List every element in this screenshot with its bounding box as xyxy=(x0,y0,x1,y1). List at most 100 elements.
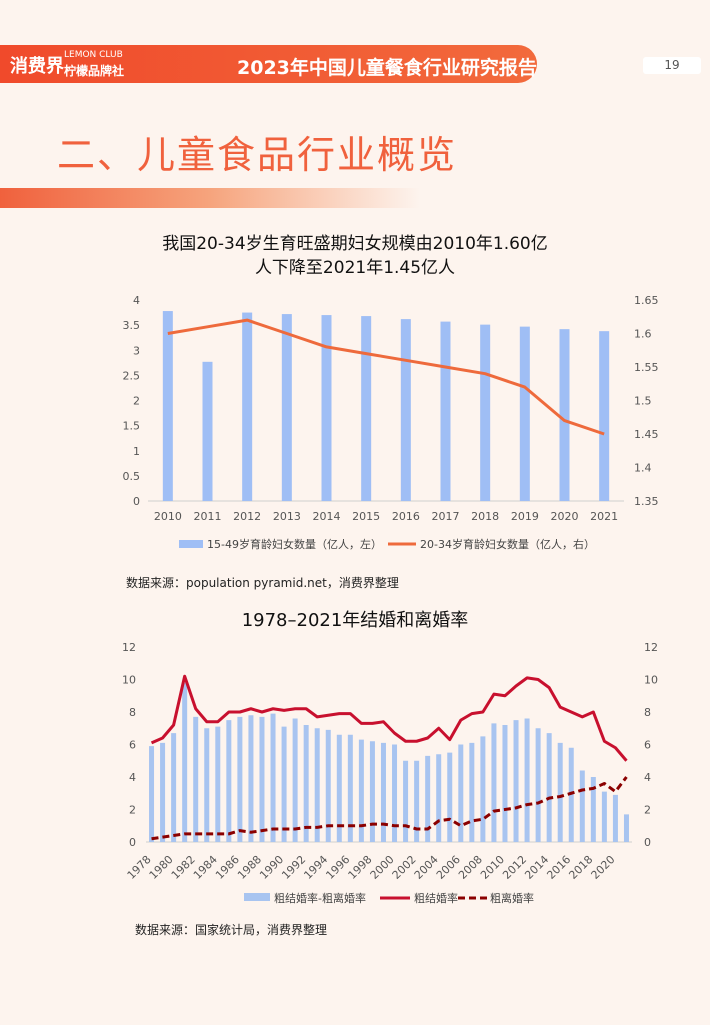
chart2-bar xyxy=(182,682,188,842)
chart2-bar xyxy=(579,770,585,842)
chart2-bar xyxy=(292,718,298,842)
chart1-x-tick: 2011 xyxy=(194,510,222,523)
chart2-bar xyxy=(458,744,464,842)
chart2-bar xyxy=(259,716,265,842)
chart1-bar xyxy=(202,361,213,501)
chart1-y-left-tick: 2.5 xyxy=(123,369,141,382)
chart2-legend-marriage-label: 粗结婚率 xyxy=(414,891,458,905)
chart2-x-tick: 2012 xyxy=(500,853,529,882)
chart2-bar xyxy=(347,734,353,842)
chart1-y-left-tick: 2 xyxy=(133,395,140,408)
chart1-bar xyxy=(440,321,451,501)
logo-sub-cn: 柠檬品牌社 xyxy=(64,64,125,78)
chart1-x-tick: 2016 xyxy=(392,510,420,523)
chart2-x-tick: 2006 xyxy=(434,853,463,882)
chart2-legend-bar-swatch xyxy=(244,893,270,901)
chart2-legend-bar-label: 粗结婚率-粗离婚率 xyxy=(274,891,366,905)
chart2-bar xyxy=(546,733,552,842)
chart2-y-left-tick: 10 xyxy=(122,674,136,687)
chart2-divorce-line xyxy=(151,776,628,841)
chart1-bar xyxy=(162,311,173,501)
logo: 消费界 xyxy=(10,56,64,77)
chart2-x-tick: 1986 xyxy=(213,853,242,882)
chart1-bar xyxy=(242,312,253,501)
chart2-x-tick: 2018 xyxy=(566,853,595,882)
chart1-title-line2: 人下降至2021年1.45亿人 xyxy=(254,258,456,278)
chart1-y-left-tick: 3.5 xyxy=(123,319,141,332)
chart2-x-tick: 1984 xyxy=(191,853,220,882)
chart2-marriage-line xyxy=(150,674,628,762)
chart1-x-tick: 2012 xyxy=(233,510,261,523)
chart2-bar xyxy=(171,733,177,842)
chart2-x-tick: 1978 xyxy=(125,853,154,882)
chart2-x-tick: 1982 xyxy=(169,853,198,882)
page-number: 19 xyxy=(643,57,701,74)
chart1-y-left-tick: 0 xyxy=(133,495,140,508)
chart2-bar xyxy=(149,746,155,842)
chart2-y-right-tick: 2 xyxy=(644,804,651,817)
chart2-y-left-tick: 8 xyxy=(129,706,136,719)
chart2-y-right-tick: 0 xyxy=(644,836,651,849)
chart2-y-left-tick: 6 xyxy=(129,739,136,752)
chart2-x-tick: 2014 xyxy=(522,853,551,882)
title-accent-bar xyxy=(0,188,420,208)
chart2-bar xyxy=(480,736,486,842)
header-banner xyxy=(0,45,537,83)
chart2-x-tick: 1996 xyxy=(323,853,352,882)
chart2-y-left-tick: 12 xyxy=(122,641,136,654)
chart1-x-tick: 2021 xyxy=(590,510,618,523)
chart1-line-series xyxy=(167,318,605,436)
chart2-bar xyxy=(491,723,497,842)
chart1-x-tick: 2019 xyxy=(511,510,539,523)
chart2-bar xyxy=(447,752,453,842)
chart2-bar xyxy=(425,755,431,842)
chart2-bar xyxy=(193,716,199,842)
chart2-y-right-tick: 10 xyxy=(644,674,658,687)
chart2-bar xyxy=(392,744,398,842)
chart1-y-right-tick: 1.55 xyxy=(634,361,659,374)
chart2-x-tick: 1990 xyxy=(257,853,286,882)
chart2-bar xyxy=(281,726,287,842)
chart1-y-left-tick: 3 xyxy=(133,344,140,357)
chart2-x-tick: 1980 xyxy=(147,853,176,882)
chart1-bar xyxy=(519,326,530,501)
chart2-bar xyxy=(436,754,442,842)
chart2-bar xyxy=(612,794,618,842)
chart2-bar xyxy=(623,814,629,842)
chart2-bar xyxy=(336,734,342,842)
chart2-x-tick: 2008 xyxy=(456,853,485,882)
chart1-legend-bar-swatch xyxy=(179,540,203,548)
report-title: 2023年中国儿童餐食行业研究报告 xyxy=(237,57,537,79)
chart1-y-right-tick: 1.35 xyxy=(634,495,659,508)
chart2-bar xyxy=(502,725,508,842)
chart2-x-tick: 2000 xyxy=(368,853,397,882)
chart1-svg: 0 0.5 1 1.5 2 2.5 3 3.5 4 1.35 1.4 1.45 1.5 1.55 1.6 1.… xyxy=(123,294,659,551)
chart2-bar xyxy=(557,742,563,842)
chart2-bar xyxy=(226,720,232,842)
chart1-x-tick: 2018 xyxy=(471,510,499,523)
chart2-x-tick: 1988 xyxy=(235,853,264,882)
chart1-bar xyxy=(559,329,570,501)
chart1-x-tick: 2013 xyxy=(273,510,301,523)
chart2-bar xyxy=(358,739,364,842)
chart2-x-tick: 2010 xyxy=(478,853,507,882)
chart1-y-right-tick: 1.4 xyxy=(634,462,652,475)
chart2-bar xyxy=(590,777,596,842)
chart2-x-tick: 2020 xyxy=(589,853,618,882)
chart2-bar xyxy=(535,728,541,842)
chart2-bar xyxy=(513,720,519,842)
chart2-bar xyxy=(303,725,309,842)
chart1-bar xyxy=(599,331,610,501)
chart2-x-tick: 1994 xyxy=(301,853,330,882)
chart1-y-left-tick: 1.5 xyxy=(123,420,141,433)
chart1-x-tick: 2010 xyxy=(154,510,182,523)
chart2-y-left-tick: 2 xyxy=(129,804,136,817)
chart2-bar xyxy=(414,760,420,842)
chart1-x-tick: 2017 xyxy=(432,510,460,523)
chart1-title: 我国20-34岁生育旺盛期妇女规模由2010年1.60亿 人下降至2021年1.… xyxy=(0,232,710,280)
chart2-bar xyxy=(160,742,166,842)
chart1-x-tick: 2020 xyxy=(551,510,579,523)
section-title: 二、儿童食品行业概览 xyxy=(57,133,458,177)
chart2-y-right-tick: 12 xyxy=(644,641,658,654)
